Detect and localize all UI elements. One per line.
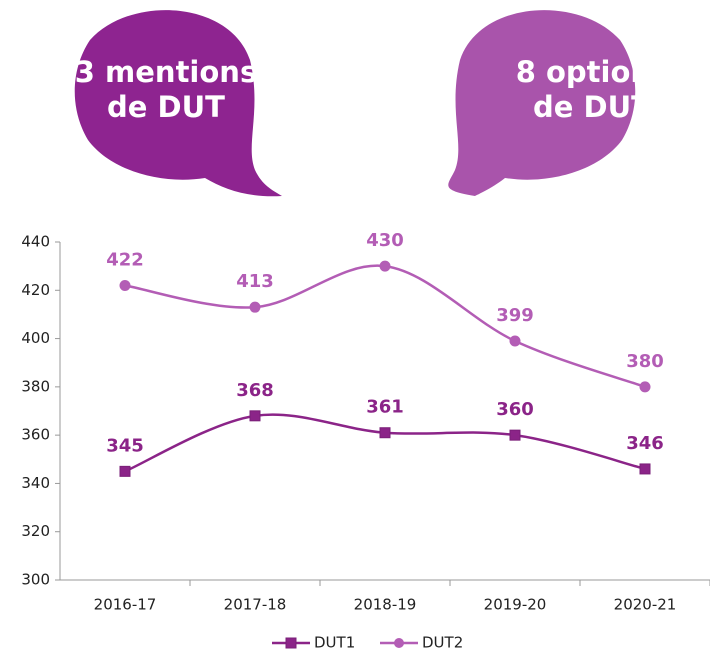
series-line [124,264,646,389]
legend-label: DUT2 [422,634,463,652]
data-label: 360 [496,399,534,420]
y-tick-label: 380 [21,377,50,395]
bubble-text: de DUT [107,90,225,124]
y-tick-label: 320 [21,522,50,540]
marker [119,465,131,477]
x-tick-label: 2020-21 [614,596,677,614]
legend-label: DUT1 [314,634,355,652]
data-label: 422 [106,249,144,270]
x-tick-label: 2018-19 [354,596,417,614]
speech-bubble [74,10,282,197]
data-label: 346 [626,433,664,454]
bubble-text: de DUT [533,90,651,124]
bubble-text: 3 mentions [75,55,257,89]
data-label: 368 [236,380,274,401]
marker [379,260,391,272]
data-label: 413 [236,271,274,292]
marker [394,638,404,648]
data-label: 399 [496,305,534,326]
marker [639,463,651,475]
y-tick-label: 420 [21,281,50,299]
marker [639,381,651,393]
x-tick-label: 2017-18 [224,596,287,614]
x-tick-label: 2019-20 [484,596,547,614]
x-tick-label: 2016-17 [94,596,157,614]
marker [249,410,261,422]
data-label: 380 [626,351,664,372]
data-label: 361 [366,397,404,418]
y-tick-label: 400 [21,329,50,347]
marker [119,279,131,291]
speech-bubble [448,10,636,197]
y-tick-label: 360 [21,426,50,444]
marker [509,429,521,441]
marker [285,637,297,649]
y-tick-label: 340 [21,474,50,492]
data-label: 430 [366,230,404,251]
marker [249,301,261,313]
marker [509,335,521,347]
y-tick-label: 440 [21,233,50,251]
marker [379,427,391,439]
data-label: 345 [106,435,144,456]
series-line [124,413,646,473]
bubble-text: 8 options [516,55,669,89]
y-tick-label: 300 [21,571,50,589]
